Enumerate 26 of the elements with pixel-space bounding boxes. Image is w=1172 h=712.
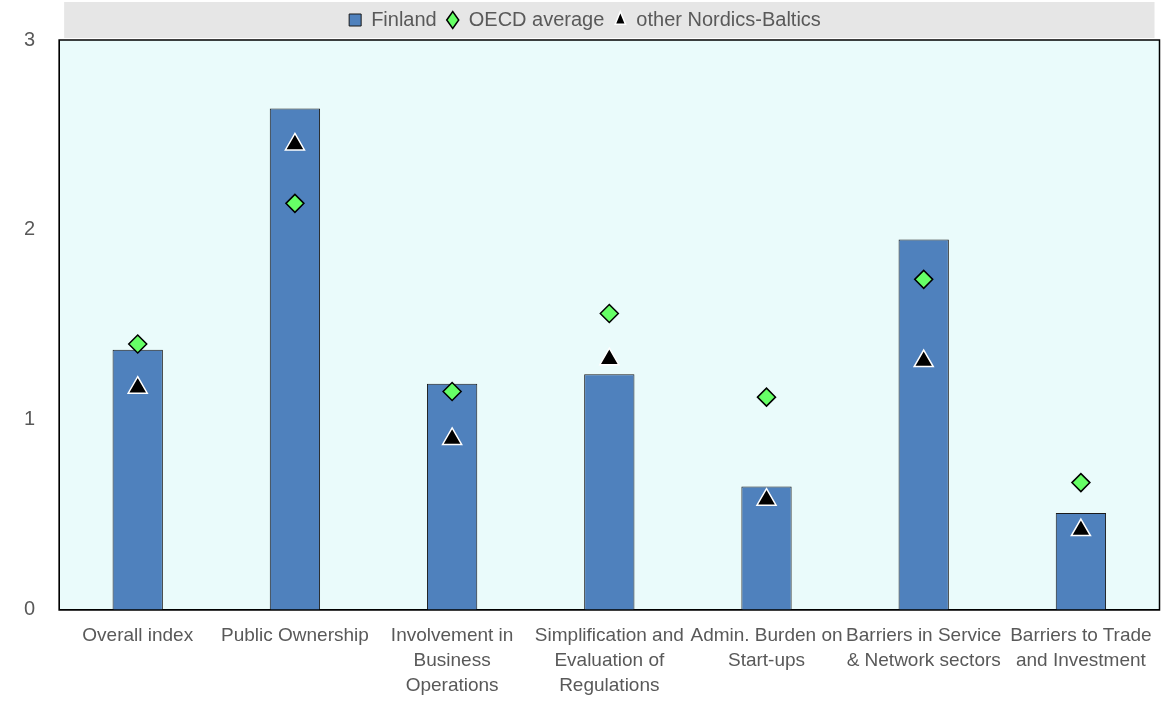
x-tick-label: Public Ownership (221, 624, 369, 646)
point (756, 487, 777, 506)
y-tick-label: 2 (24, 217, 36, 240)
x-tick-label: Overall index (82, 624, 194, 646)
x-tick-label: Involvement in Business Operations (390, 624, 514, 695)
y-tick-label: 1 (24, 407, 36, 430)
legend-label: OECD average (468, 7, 605, 30)
point (441, 427, 463, 446)
y-tick-label: 0 (24, 597, 36, 620)
point (913, 269, 934, 290)
point (127, 375, 148, 394)
legend-label: other Nordics-Baltics (636, 7, 821, 30)
x-tick-label: Barriers in Service & Network sectors (846, 624, 1002, 671)
point (599, 347, 620, 366)
point (913, 349, 934, 368)
point (127, 334, 148, 354)
point (756, 387, 777, 407)
x-tick-label: Admin. Burden on Start-ups (690, 624, 843, 671)
point (285, 193, 305, 214)
point (599, 303, 620, 324)
y-tick-label: 3 (24, 27, 36, 50)
point (1070, 518, 1092, 537)
legend-label: Finland (371, 7, 437, 30)
x-tick-label: Barriers to Trade and Investment (1010, 624, 1152, 671)
x-tick-label: Simplification and Evaluation of Regulations (534, 624, 684, 695)
point (442, 381, 462, 402)
